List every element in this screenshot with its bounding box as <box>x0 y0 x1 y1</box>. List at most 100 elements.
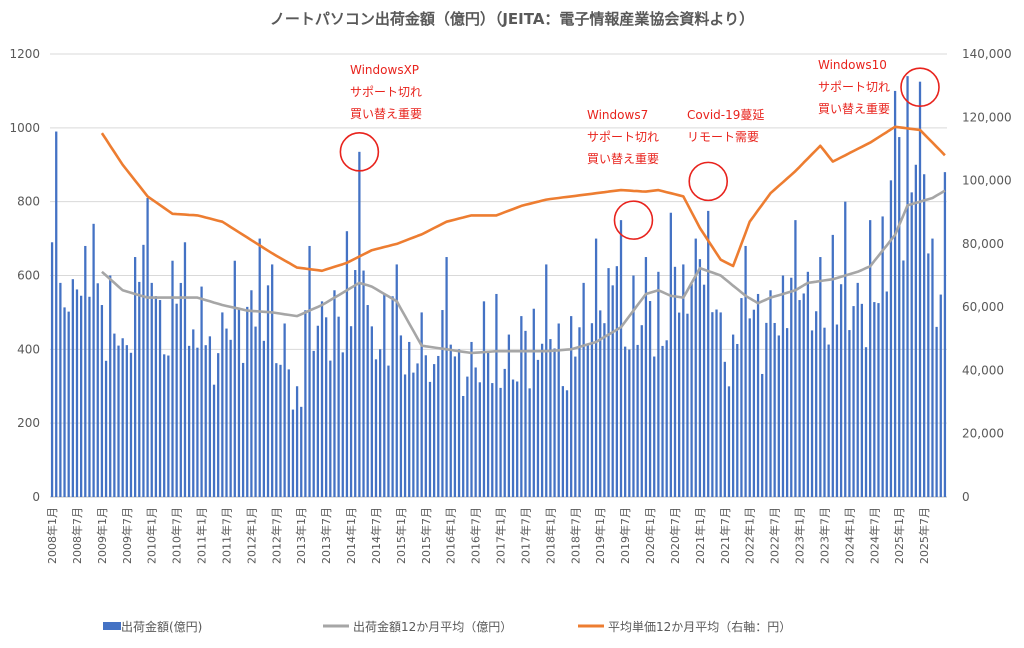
bar <box>316 325 319 497</box>
bar <box>287 369 290 497</box>
bar <box>686 313 689 497</box>
annotation-text: WindowsXP <box>350 63 419 77</box>
bar <box>92 223 95 498</box>
annotation-circle <box>613 200 654 240</box>
bar <box>233 260 236 497</box>
x-tick-label: 2013年7月 <box>319 507 333 564</box>
x-tick-label: 2015年1月 <box>394 507 408 564</box>
bar <box>624 346 627 497</box>
right-axis: 0 20,000 40,000 60,000 80,000 100,000 120,000 1… <box>962 47 1012 504</box>
x-tick-label: 2009年1月 <box>95 507 109 564</box>
bar <box>437 355 440 497</box>
bar <box>557 323 560 497</box>
bar <box>723 361 726 497</box>
right-tick-label: 0 <box>962 490 970 504</box>
bar <box>694 238 697 498</box>
bar <box>524 330 527 497</box>
bar <box>644 257 648 497</box>
bar <box>823 327 826 497</box>
bar <box>408 341 411 497</box>
bar <box>374 359 378 497</box>
bar <box>594 238 598 498</box>
x-tick-label: 2014年7月 <box>369 507 383 564</box>
bar <box>187 345 191 497</box>
x-tick-label: 2024年7月 <box>867 507 881 564</box>
bar <box>204 345 207 497</box>
bar <box>731 334 735 497</box>
x-tick-label: 2022年7月 <box>768 507 782 564</box>
x-tick-label: 2011年1月 <box>195 507 209 564</box>
left-tick-label: 0 <box>32 490 40 504</box>
bar <box>96 283 99 497</box>
bar <box>117 345 120 497</box>
x-tick-label: 2022年1月 <box>743 507 757 564</box>
bar <box>462 395 465 497</box>
bar <box>752 309 756 497</box>
bar <box>707 210 710 498</box>
bar <box>266 285 270 497</box>
bar <box>877 303 880 497</box>
bar <box>383 293 386 497</box>
bar <box>229 339 232 497</box>
x-tick-label: 2023年7月 <box>817 507 831 564</box>
x-tick-label: 2017年7月 <box>518 507 532 564</box>
bar <box>603 323 606 497</box>
bar <box>653 356 656 497</box>
bar <box>466 376 469 497</box>
bar <box>457 349 461 497</box>
x-tick-label: 2019年7月 <box>618 507 632 564</box>
bar <box>927 253 930 497</box>
bar <box>217 353 220 497</box>
right-tick-label: 140,000 <box>962 47 1012 61</box>
bar <box>354 270 357 497</box>
bar-series <box>50 76 947 498</box>
x-tick-label: 2018年1月 <box>543 507 557 564</box>
x-tick-label: 2008年1月 <box>45 507 59 564</box>
bar <box>565 390 569 497</box>
bar <box>258 238 261 498</box>
left-tick-label: 1200 <box>9 47 40 61</box>
bar <box>839 284 843 497</box>
annotation-circle <box>900 67 940 108</box>
bar <box>154 296 158 497</box>
left-tick-label: 1000 <box>9 121 40 135</box>
left-tick-label: 400 <box>17 342 40 356</box>
bar <box>590 323 594 497</box>
bar <box>607 268 610 497</box>
left-tick-label: 600 <box>17 269 40 283</box>
bar <box>146 197 149 497</box>
bar <box>470 341 473 497</box>
bar <box>67 311 70 497</box>
grid <box>50 53 947 498</box>
bar <box>773 322 776 497</box>
right-tick-label: 60,000 <box>962 300 1004 314</box>
bar <box>129 352 133 497</box>
bar <box>910 192 913 497</box>
bar <box>570 316 573 497</box>
bar <box>765 322 768 497</box>
bar <box>370 326 373 497</box>
bar <box>312 350 315 497</box>
bar <box>138 281 141 497</box>
bar <box>478 382 481 497</box>
bar <box>549 339 552 497</box>
x-axis: 2008年1月 2008年7月 2009年1月 2009年7月 2010年1月 2010年… <box>45 507 931 564</box>
bar <box>719 312 722 497</box>
bar <box>80 295 83 497</box>
left-tick-label: 800 <box>17 195 40 209</box>
bar <box>416 363 419 497</box>
bar <box>75 289 79 497</box>
bar <box>869 220 872 497</box>
bar <box>889 180 893 497</box>
bar <box>391 296 394 497</box>
right-tick-label: 80,000 <box>962 237 1004 251</box>
bar <box>939 294 942 497</box>
bar <box>794 220 797 497</box>
bar <box>432 364 436 497</box>
bar <box>918 81 922 497</box>
bar <box>221 312 224 497</box>
x-tick-label: 2009年7月 <box>120 507 134 564</box>
bar <box>104 360 108 497</box>
bar <box>619 220 623 497</box>
bar <box>175 303 178 497</box>
